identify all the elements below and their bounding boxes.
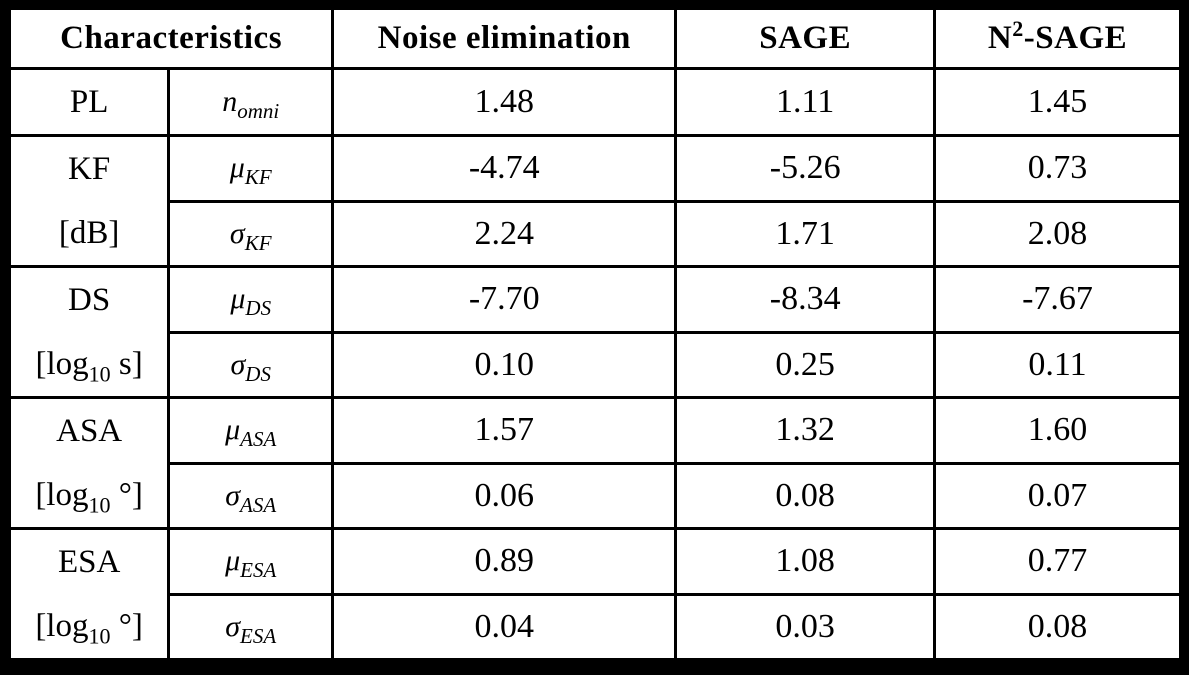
- group-label-line1: ESA: [57, 544, 121, 580]
- symbol-sigma-ds: σDS: [167, 330, 335, 399]
- value-cell: 0.73: [933, 134, 1182, 203]
- group-unit-post: °]: [110, 477, 143, 513]
- group-label-line1: KF: [68, 151, 111, 187]
- value-cell: 1.45: [933, 67, 1182, 137]
- table-row-asa-sigma: σASA 0.06 0.08 0.07: [10, 461, 1182, 530]
- value-cell: 0.06: [331, 461, 678, 530]
- value-cell: 1.57: [331, 396, 678, 465]
- value-cell: 0.08: [674, 461, 937, 530]
- value-cell: 2.08: [933, 199, 1182, 268]
- table-row-ds-sigma: σDS 0.10 0.25 0.11: [10, 330, 1182, 399]
- value-cell: 0.03: [674, 592, 937, 661]
- value-cell: 0.07: [933, 461, 1182, 530]
- symbol-subscript: ASA: [240, 427, 277, 452]
- header-row: Characteristics Noise elimination SAGE N…: [7, 7, 1182, 70]
- symbol-subscript: ESA: [240, 623, 277, 648]
- value-cell: 0.04: [331, 592, 678, 661]
- group-label-line1: DS: [68, 282, 111, 318]
- table-row-kf-mu: KF [dB] μKF -4.74 -5.26 0.73: [7, 134, 1182, 268]
- header-sage: SAGE: [674, 7, 937, 70]
- symbol-base: σ: [225, 478, 241, 512]
- symbol-sigma-esa: σESA: [167, 592, 335, 661]
- group-label-pl: PL: [7, 67, 171, 137]
- group-label-line1: PL: [69, 84, 109, 120]
- n2-sage-superscript: 2: [1012, 16, 1024, 41]
- value-cell: 0.77: [933, 527, 1182, 596]
- group-unit-post: °]: [110, 608, 143, 644]
- n2-sage-base: N: [987, 20, 1013, 56]
- symbol-subscript: KF: [244, 165, 272, 190]
- symbol-base: σ: [229, 216, 245, 250]
- group-unit-subscript: 10: [88, 623, 111, 649]
- group-label-asa: ASA [log10 °]: [7, 396, 171, 530]
- value-cell: 0.25: [674, 330, 937, 399]
- symbol-mu-ds: μDS: [167, 265, 335, 334]
- header-characteristics: Characteristics: [7, 7, 335, 70]
- value-cell: -4.74: [331, 134, 678, 203]
- group-unit-pre: [log: [35, 346, 89, 382]
- symbol-base: μ: [230, 282, 246, 316]
- value-cell: -5.26: [674, 134, 937, 203]
- group-label-line2: [dB]: [59, 215, 120, 251]
- value-cell: 1.32: [674, 396, 937, 465]
- group-label-line2: [log10 s]: [35, 346, 143, 385]
- symbol-subscript: ASA: [240, 492, 277, 517]
- symbol-subscript: DS: [245, 361, 271, 386]
- header-n2-sage: N2-SAGE: [933, 7, 1182, 70]
- value-cell: 1.48: [331, 67, 678, 137]
- symbol-mu-esa: μESA: [167, 527, 335, 596]
- group-unit-pre: [log: [35, 477, 89, 513]
- value-cell: 0.11: [933, 330, 1182, 399]
- value-cell: -8.34: [674, 265, 937, 334]
- symbol-base: σ: [230, 347, 246, 381]
- value-cell: -7.70: [331, 265, 678, 334]
- value-cell: 0.89: [331, 527, 678, 596]
- symbol-mu-asa: μASA: [167, 396, 335, 465]
- symbol-sigma-kf: σKF: [167, 199, 335, 268]
- group-unit-pre: [log: [35, 608, 89, 644]
- n2-sage-rest: -SAGE: [1023, 20, 1128, 56]
- table-row-esa-sigma: σESA 0.04 0.03 0.08: [10, 592, 1182, 661]
- value-cell: 1.08: [674, 527, 937, 596]
- symbol-base: σ: [225, 609, 241, 643]
- symbol-n-omni: nomni: [167, 67, 335, 137]
- value-cell: 1.71: [674, 199, 937, 268]
- symbol-subscript: KF: [244, 230, 272, 255]
- group-label-line2: [log10 °]: [35, 477, 143, 516]
- value-cell: 1.60: [933, 396, 1182, 465]
- group-label-line2: [log10 °]: [35, 608, 143, 647]
- table-row-esa-mu: ESA [log10 °] μESA 0.89 1.08 0.77: [7, 527, 1182, 661]
- header-noise-elimination: Noise elimination: [331, 7, 678, 70]
- symbol-base: μ: [225, 544, 241, 578]
- table-row-ds-mu: DS [log10 s] μDS -7.70 -8.34 -7.67: [7, 265, 1182, 399]
- symbol-subscript: DS: [245, 296, 272, 321]
- symbol-mu-kf: μKF: [167, 134, 335, 203]
- symbol-subscript: omni: [237, 99, 280, 123]
- group-unit-pre: [dB]: [58, 215, 120, 251]
- value-cell: 0.08: [933, 592, 1182, 661]
- characteristics-table: Characteristics Noise elimination SAGE N…: [7, 7, 1182, 661]
- group-label-line1: ASA: [56, 413, 123, 449]
- table-row-kf-sigma: σKF 2.24 1.71 2.08: [10, 199, 1182, 268]
- symbol-base: μ: [225, 413, 241, 447]
- group-label-ds: DS [log10 s]: [7, 265, 171, 399]
- group-unit-post: s]: [110, 346, 143, 382]
- group-label-esa: ESA [log10 °]: [7, 527, 171, 661]
- value-cell: -7.67: [933, 265, 1182, 334]
- symbol-base: n: [222, 85, 238, 118]
- table-row-asa-mu: ASA [log10 °] μASA 1.57 1.32 1.60: [7, 396, 1182, 530]
- symbol-base: μ: [229, 151, 245, 185]
- group-unit-subscript: 10: [88, 361, 111, 387]
- symbol-sigma-asa: σASA: [167, 461, 335, 530]
- symbol-subscript: ESA: [240, 558, 277, 583]
- group-unit-subscript: 10: [88, 492, 111, 518]
- value-cell: 0.10: [331, 330, 678, 399]
- group-label-kf: KF [dB]: [7, 134, 171, 268]
- value-cell: 2.24: [331, 199, 678, 268]
- table-row-pl-nomni: PL nomni 1.48 1.11 1.45: [7, 67, 1182, 137]
- value-cell: 1.11: [674, 67, 937, 137]
